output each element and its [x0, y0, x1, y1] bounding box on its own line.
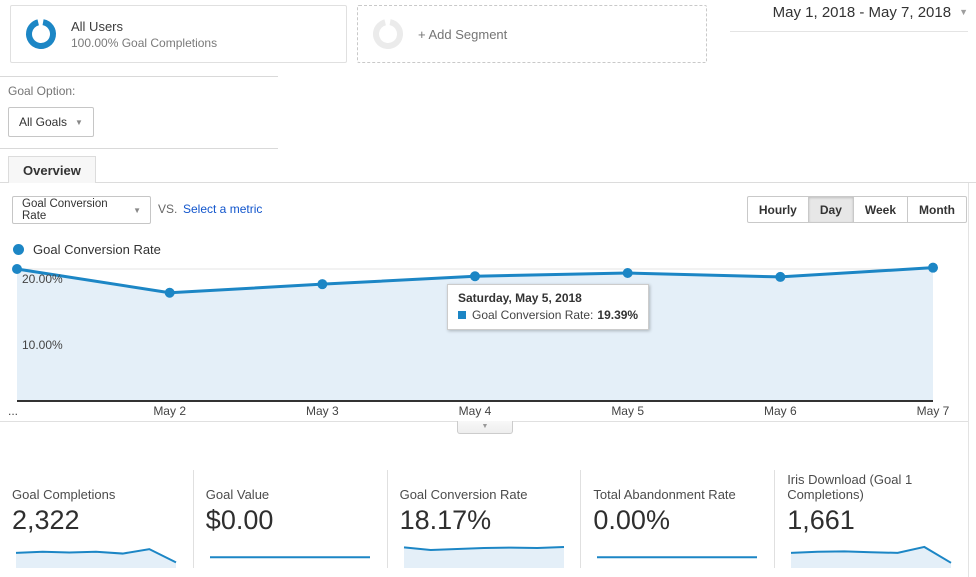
segment-donut-icon: [26, 19, 56, 49]
summary-metrics-row: Goal Completions 2,322 Goal Value $0.00 Goal…: [0, 470, 968, 568]
summary-sparkline: [209, 556, 370, 559]
segment-card-all-users[interactable]: All Users 100.00% Goal Completions: [10, 5, 347, 63]
tooltip-series-marker-icon: [458, 311, 466, 319]
metric-select-dropdown[interactable]: Goal Conversion Rate ▼: [12, 196, 151, 224]
granularity-button-month[interactable]: Month: [907, 196, 967, 223]
summary-card: Goal Completions 2,322: [0, 470, 194, 568]
tooltip-metric-label: Goal Conversion Rate:: [472, 308, 594, 322]
tooltip-date: Saturday, May 5, 2018: [458, 291, 582, 305]
tab-overview-label: Overview: [23, 162, 81, 178]
tab-overview[interactable]: Overview: [8, 156, 96, 183]
add-segment-card[interactable]: + Add Segment: [357, 5, 707, 63]
chart-legend: Goal Conversion Rate: [13, 242, 161, 257]
summary-card-value: 18.17%: [399, 505, 492, 535]
chart-tooltip: Saturday, May 5, 2018 Goal Conversion Ra…: [447, 284, 650, 330]
summary-card: Iris Download (Goal 1 Completions) 1,661: [775, 470, 968, 568]
chart-expander-button[interactable]: ▼: [457, 421, 513, 434]
summary-card-label: Goal Conversion Rate: [399, 487, 528, 502]
divider: [0, 76, 278, 77]
summary-card-value: 1,661: [787, 505, 855, 535]
summary-card-label: Goal Value: [205, 487, 270, 502]
summary-card-label: Total Abandonment Rate: [593, 487, 736, 502]
tooltip-metric-value: 19.39%: [597, 308, 639, 322]
chevron-down-icon: ▼: [133, 205, 141, 215]
segment-subtitle: 100.00% Goal Completions: [71, 35, 218, 50]
granularity-button-week[interactable]: Week: [852, 196, 909, 223]
summary-card-label: Iris Download (Goal 1 Completions): [787, 472, 913, 502]
granularity-button-day[interactable]: Day: [807, 196, 854, 223]
chevron-down-icon: ▼: [481, 423, 489, 430]
chevron-down-icon: ▼: [959, 7, 968, 17]
summary-card-value: 0.00%: [593, 505, 670, 535]
date-range-selector[interactable]: May 1, 2018 - May 7, 2018 ▼: [730, 4, 968, 32]
divider: [0, 148, 278, 149]
panel-right-border: [968, 183, 969, 577]
summary-sparkline: [403, 545, 564, 568]
all-goals-dropdown[interactable]: All Goals ▼: [8, 107, 94, 137]
legend-dot-icon: [13, 244, 24, 255]
summary-card: Goal Conversion Rate 18.17%: [388, 470, 582, 568]
summary-card-label: Goal Completions: [12, 487, 116, 502]
summary-card: Goal Value $0.00: [194, 470, 388, 568]
tab-bar-border: [0, 182, 976, 183]
summary-sparkline: [597, 556, 758, 559]
timeseries-chart[interactable]: [0, 240, 976, 422]
date-range-text: May 1, 2018 - May 7, 2018: [772, 4, 952, 21]
segment-title: All Users: [71, 18, 124, 34]
summary-card-value: $0.00: [205, 505, 274, 535]
metric-select-value: Goal Conversion Rate: [22, 198, 108, 222]
granularity-button-hourly[interactable]: Hourly: [746, 196, 809, 223]
legend-label: Goal Conversion Rate: [33, 242, 161, 257]
chevron-down-icon: ▼: [75, 117, 83, 127]
add-segment-label: + Add Segment: [418, 26, 508, 42]
add-segment-donut-icon: [373, 19, 403, 49]
summary-sparkline: [15, 548, 177, 568]
summary-card: Total Abandonment Rate 0.00%: [581, 470, 776, 568]
vs-label: VS.: [158, 202, 178, 216]
granularity-button-group: Hourly Day Week Month: [746, 196, 967, 223]
all-goals-dropdown-value: All Goals: [19, 115, 68, 129]
summary-card-value: 2,322: [12, 505, 80, 535]
summary-sparkline: [791, 545, 952, 568]
select-a-metric-link[interactable]: Select a metric: [183, 202, 263, 216]
goal-option-label: Goal Option:: [8, 84, 76, 98]
